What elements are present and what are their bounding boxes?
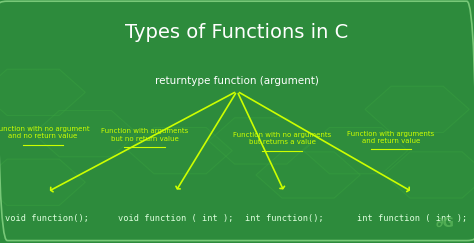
Text: void function ( int );: void function ( int );: [118, 214, 233, 223]
Text: returntype function (argument): returntype function (argument): [155, 76, 319, 87]
Text: int function ( int );: int function ( int );: [357, 214, 467, 223]
Text: int function();: int function();: [245, 214, 324, 223]
Text: Function with arguments
but no return value: Function with arguments but no return va…: [101, 128, 188, 142]
Text: Function with arguments
and return value: Function with arguments and return value: [347, 130, 435, 144]
Text: Types of Functions in C: Types of Functions in C: [126, 23, 348, 42]
Text: Function with no argument
and no return value: Function with no argument and no return …: [0, 126, 90, 139]
Text: Function with no arguments
but returns a value: Function with no arguments but returns a…: [233, 132, 331, 145]
Text: void function();: void function();: [5, 214, 90, 223]
Text: ∂G: ∂G: [435, 215, 454, 229]
